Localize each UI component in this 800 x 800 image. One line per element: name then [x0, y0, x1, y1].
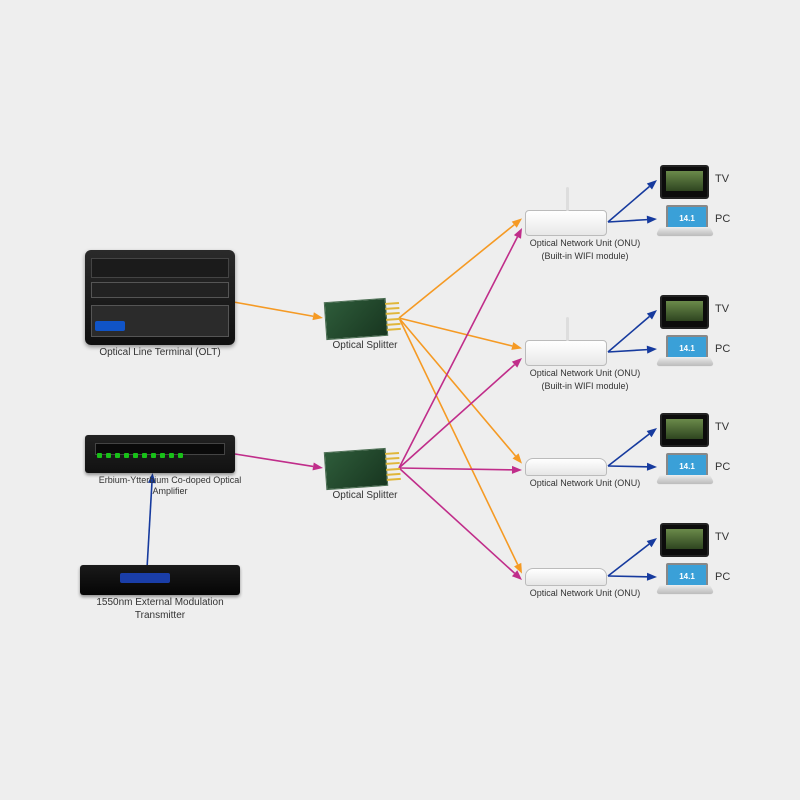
onu1-label1: Optical Network Unit (ONU) — [525, 238, 645, 249]
pc-icon: 14.1 — [660, 453, 710, 485]
pc-icon: 14.1 — [660, 205, 710, 237]
onu3-label: Optical Network Unit (ONU) — [525, 478, 645, 489]
splitter-icon — [324, 448, 388, 490]
tv-icon — [660, 413, 709, 447]
tv2-label: TV — [715, 303, 729, 315]
tv-icon — [660, 165, 709, 199]
pc-icon: 14.1 — [660, 563, 710, 595]
onu2-label2: (Built-in WIFI module) — [525, 381, 645, 392]
tv4-label: TV — [715, 531, 729, 543]
pc2-label: PC — [715, 343, 730, 355]
tv4-node — [660, 523, 709, 557]
pc1-label: PC — [715, 213, 730, 225]
onu-wifi-icon — [525, 340, 607, 366]
olt-node: Optical Line Terminal (OLT) — [85, 250, 235, 360]
pc3-node: 14.1 — [660, 453, 710, 485]
pc4-label: PC — [715, 571, 730, 583]
olt-label: Optical Line Terminal (OLT) — [85, 347, 235, 360]
tv-icon — [660, 295, 709, 329]
pc2-node: 14.1 — [660, 335, 710, 367]
olt-icon — [85, 250, 235, 345]
tv-icon — [660, 523, 709, 557]
tv1-label: TV — [715, 173, 729, 185]
tv3-node — [660, 413, 709, 447]
transmitter-label: 1550nm External Modulation Transmitter — [80, 597, 240, 622]
transmitter-node: 1550nm External Modulation Transmitter — [80, 565, 240, 622]
tv2-node — [660, 295, 709, 329]
onu-flat-icon — [525, 568, 607, 586]
onu-flat-icon — [525, 458, 607, 476]
onu1-node: Optical Network Unit (ONU) (Built-in WIF… — [525, 210, 645, 263]
splitter2-node: Optical Splitter — [325, 450, 405, 503]
amplifier-icon — [85, 435, 235, 473]
splitter1-node: Optical Splitter — [325, 300, 405, 353]
tv1-node — [660, 165, 709, 199]
onu3-node: Optical Network Unit (ONU) — [525, 458, 645, 489]
pc-icon: 14.1 — [660, 335, 710, 367]
onu1-label2: (Built-in WIFI module) — [525, 251, 645, 262]
amplifier-node: Erbium-Ytterbium Co-doped Optical Amplif… — [85, 435, 255, 498]
amplifier-label: Erbium-Ytterbium Co-doped Optical Amplif… — [85, 475, 255, 498]
splitter2-label: Optical Splitter — [325, 490, 405, 503]
onu4-label: Optical Network Unit (ONU) — [525, 588, 645, 599]
transmitter-icon — [80, 565, 240, 595]
background — [0, 0, 800, 800]
diagram-stage: Optical Line Terminal (OLT) Optical Spli… — [0, 0, 800, 800]
onu2-node: Optical Network Unit (ONU) (Built-in WIF… — [525, 340, 645, 393]
onu4-node: Optical Network Unit (ONU) — [525, 568, 645, 599]
tv3-label: TV — [715, 421, 729, 433]
pc3-label: PC — [715, 461, 730, 473]
onu2-label1: Optical Network Unit (ONU) — [525, 368, 645, 379]
splitter-icon — [324, 298, 388, 340]
pc1-node: 14.1 — [660, 205, 710, 237]
splitter1-label: Optical Splitter — [325, 340, 405, 353]
pc4-node: 14.1 — [660, 563, 710, 595]
onu-wifi-icon — [525, 210, 607, 236]
